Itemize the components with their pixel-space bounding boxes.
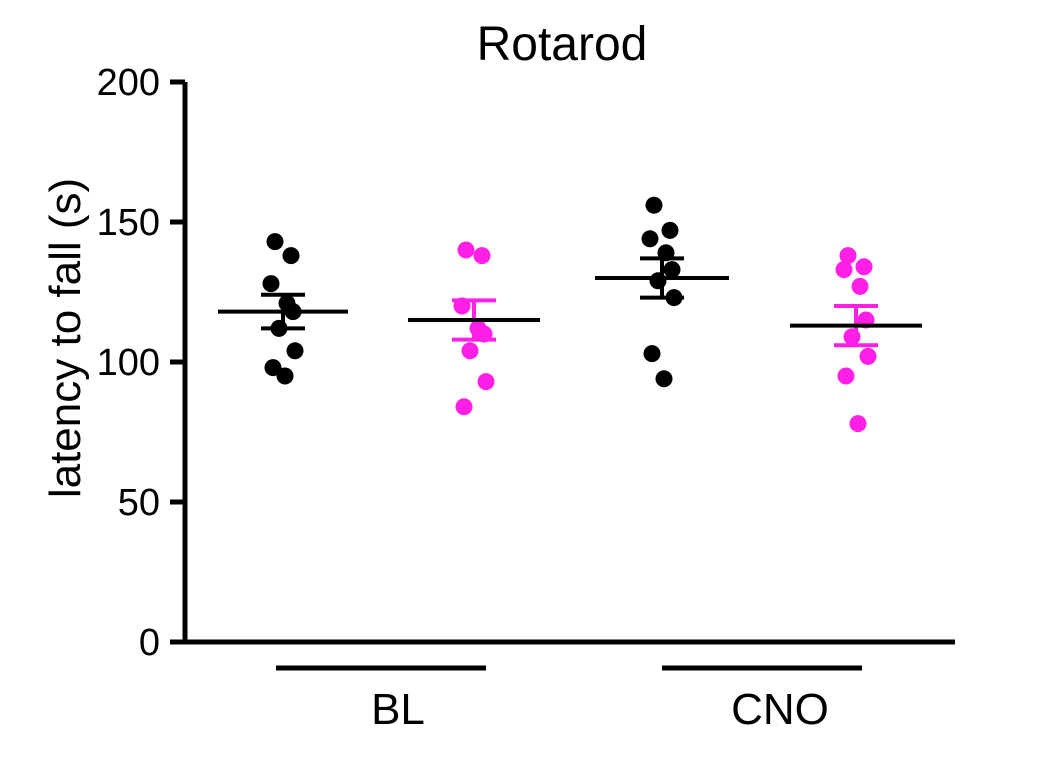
data-point [455,398,473,416]
data-point [663,261,681,279]
data-point [266,233,284,251]
data-point [276,367,294,385]
data-point [461,342,479,360]
data-point [839,247,857,265]
data-point [264,359,282,377]
data-point [473,247,491,265]
data-point [835,261,853,279]
y-tick-label: 100 [97,342,160,384]
series-2 [408,241,540,416]
data-point [837,367,855,385]
series-3 [595,196,729,388]
data-point [661,221,679,239]
data-point [262,275,280,293]
data-point [457,241,475,259]
data-point [477,373,495,391]
data-point [645,196,663,214]
data-point [286,342,304,360]
series-4 [790,247,922,433]
series-1 [218,233,348,385]
group-labels: BL CNO [276,665,862,734]
y-ticks: 0 50 100 150 200 [97,62,185,664]
data-point [855,258,873,276]
data-point [851,277,869,295]
data-point [641,230,659,248]
data-point [859,347,877,365]
group-label: BL [371,685,425,734]
y-tick-label: 50 [118,482,160,524]
group-label: CNO [731,685,829,734]
data-point [643,345,661,363]
y-tick-label: 200 [97,62,160,104]
y-axis-title: latency to fall (s) [41,178,90,498]
data-point [849,415,867,433]
y-tick-label: 150 [97,202,160,244]
data-point [282,247,300,265]
chart-title: Rotarod [477,18,648,71]
y-tick-label: 0 [139,622,160,664]
data-marks [218,196,922,433]
data-point [655,370,673,388]
